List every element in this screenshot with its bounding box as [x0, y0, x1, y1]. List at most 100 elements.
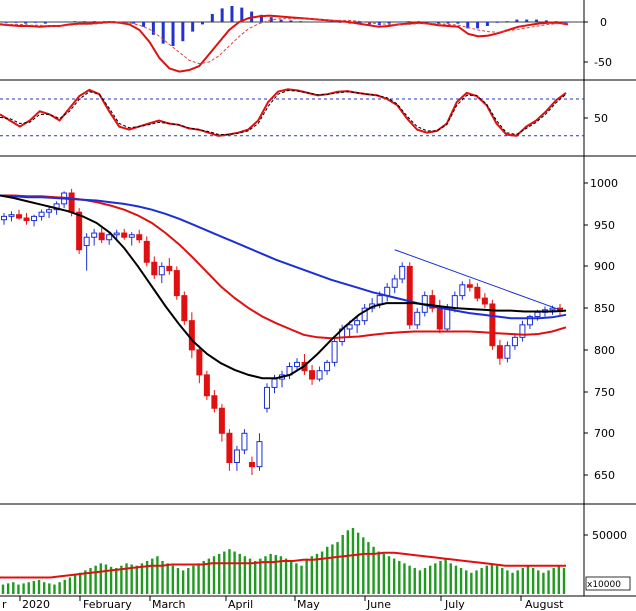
volume-bar: [135, 565, 139, 594]
macd-histogram-bar: [299, 21, 303, 22]
volume-bar: [130, 564, 133, 594]
macd-histogram-bar: [338, 22, 342, 23]
macd-tick-neg50: -50: [594, 56, 612, 69]
volume-bar: [12, 582, 15, 594]
candle-body: [489, 303, 496, 347]
macd-histogram-bar: [151, 22, 155, 35]
volume-bar: [377, 551, 380, 594]
volume-bar: [531, 568, 535, 594]
candle-body: [113, 232, 120, 236]
price-ma-blue: [0, 194, 567, 320]
candle-body: [256, 441, 263, 468]
price-tick-700: 700: [594, 427, 615, 440]
volume-bar: [346, 530, 350, 594]
volume-bar: [207, 558, 211, 594]
macd-signal-line: [0, 18, 568, 65]
volume-bar: [552, 568, 555, 594]
macd-histogram-bar: [142, 22, 146, 27]
price-ma-red: [0, 194, 567, 340]
macd-histogram-bar: [33, 22, 37, 23]
volume-bar: [37, 579, 41, 594]
volume-bar: [17, 584, 20, 594]
volume-bar: [290, 560, 293, 594]
macd-histogram-bar: [407, 21, 411, 22]
candle-body: [376, 295, 383, 305]
volume-bar: [212, 556, 216, 594]
volume-bar: [480, 568, 483, 594]
volume-bar: [58, 582, 61, 594]
volume-bar: [485, 565, 488, 594]
macd-histogram-bar: [53, 22, 57, 23]
volume-bar: [542, 572, 545, 594]
volume-bar: [22, 583, 25, 594]
macd-histogram-bar: [426, 22, 430, 23]
volume-bar: [161, 560, 164, 594]
volume-bar: [336, 542, 339, 594]
volume-bar: [326, 546, 329, 594]
volume-bar: [511, 572, 514, 594]
macd-histogram-bar: [564, 22, 568, 23]
volume-bar: [310, 556, 314, 594]
volume-bar: [73, 575, 77, 594]
macd-tick-0: 0: [600, 16, 607, 29]
macd-histogram-bar: [289, 20, 293, 22]
volume-bar: [434, 563, 437, 594]
candle-body: [534, 311, 541, 317]
macd-histogram-bar: [544, 20, 548, 22]
volume-bar: [192, 565, 195, 594]
volume-bar: [521, 568, 525, 594]
volume-bar: [516, 570, 519, 594]
volume-bar: [151, 558, 154, 594]
volume-bar: [526, 565, 530, 594]
price-ma-black: [0, 194, 567, 380]
volume-bar: [94, 565, 97, 594]
volume-bar: [547, 570, 550, 594]
macd-histogram-bar: [515, 19, 519, 22]
price-panel: 1000 950 900 850 800 750 700 650: [0, 177, 618, 482]
macd-histogram-bar: [269, 17, 273, 22]
macd-histogram-bar: [328, 22, 332, 23]
volume-bar: [490, 563, 494, 594]
candle-body: [83, 236, 90, 247]
volume-bar: [32, 581, 36, 594]
macd-histogram-bar: [525, 19, 529, 22]
volume-bar: [413, 568, 416, 594]
month-label-july: July: [444, 598, 465, 611]
volume-bar: [6, 583, 10, 594]
volume-bar: [109, 566, 113, 594]
price-tick-750: 750: [594, 386, 615, 399]
price-tick-850: 850: [594, 302, 615, 315]
candle-body: [451, 295, 458, 309]
candle-body: [173, 270, 180, 297]
volume-bar: [418, 570, 422, 594]
volume-bar: [79, 572, 82, 594]
volume-bar: [120, 565, 123, 594]
volume-panel: 50000 x10000: [0, 527, 631, 594]
price-tick-650: 650: [594, 469, 615, 482]
macd-histogram-bar: [279, 19, 283, 22]
volume-bar: [27, 582, 30, 594]
macd-histogram-bar: [92, 21, 96, 22]
macd-histogram-bar: [230, 6, 234, 22]
volume-bar: [331, 544, 334, 594]
candle-body: [151, 261, 158, 276]
volume-bar: [228, 549, 231, 594]
volume-bar: [176, 568, 180, 594]
volume-bar: [408, 565, 411, 594]
volume-bar: [387, 556, 391, 594]
candle-body: [414, 311, 421, 326]
candle-body: [143, 240, 150, 263]
candle-body: [406, 265, 413, 326]
candle-body: [46, 209, 53, 213]
candle-body: [324, 361, 331, 372]
volume-bar: [125, 563, 128, 594]
volume-bar: [403, 563, 406, 594]
candle-body: [196, 349, 203, 376]
macd-histogram-bar: [397, 22, 401, 23]
candle-body: [166, 265, 173, 272]
volume-bar: [104, 564, 108, 594]
volume-bar: [305, 558, 308, 594]
candle-body: [474, 286, 481, 299]
month-label-2020: 2020: [22, 598, 50, 611]
candle-body: [331, 341, 338, 363]
